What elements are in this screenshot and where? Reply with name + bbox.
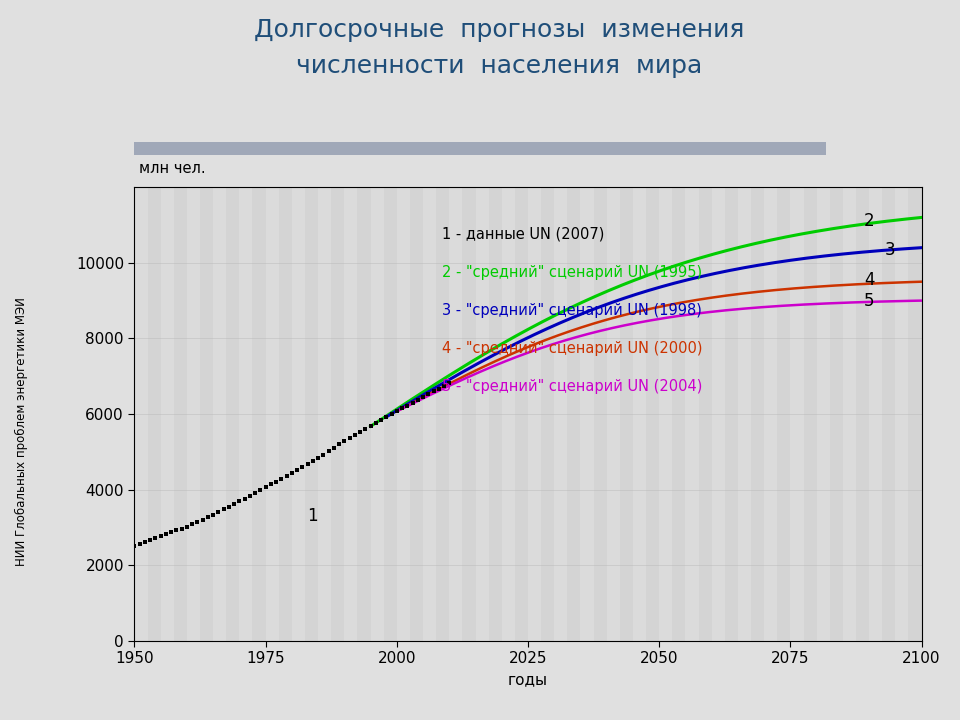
Bar [633,187,646,641]
Bar [711,187,725,641]
Bar [790,187,804,641]
Bar [345,187,357,641]
Bar [371,187,384,641]
Bar [869,187,882,641]
Bar [817,187,829,641]
Text: 4 - "средний" сценарий UN (2000): 4 - "средний" сценарий UN (2000) [442,341,702,356]
Text: НИИ Глобальных проблем энергетики МЭИ: НИИ Глобальных проблем энергетики МЭИ [14,297,28,567]
Bar [160,187,174,641]
Bar [554,187,567,641]
Bar [764,187,778,641]
Bar [213,187,227,641]
Bar [581,187,593,641]
Bar [922,187,935,641]
Text: 5: 5 [864,292,875,310]
Bar [187,187,200,641]
Text: 5 - "средний" сценарий UN (2004): 5 - "средний" сценарий UN (2004) [442,379,702,395]
Text: 1: 1 [307,507,318,525]
Text: Долгосрочные  прогнозы  изменения: Долгосрочные прогнозы изменения [254,18,744,42]
Bar [396,187,410,641]
Bar [660,187,672,641]
Text: 3: 3 [885,240,896,258]
Bar [475,187,489,641]
Text: 2: 2 [864,212,875,230]
Bar [423,187,436,641]
Bar [607,187,620,641]
Bar [134,187,148,641]
Text: 1 - данные UN (2007): 1 - данные UN (2007) [442,227,604,242]
Text: 4: 4 [864,271,875,289]
Bar [318,187,331,641]
Bar [528,187,541,641]
Text: млн чел.: млн чел. [139,161,205,176]
Bar [292,187,305,641]
Bar [896,187,908,641]
Text: 2 - "средний" сценарий UN (1995): 2 - "средний" сценарий UN (1995) [442,265,702,280]
Bar [685,187,699,641]
Bar [502,187,515,641]
Bar [266,187,278,641]
Bar [239,187,252,641]
Bar [738,187,751,641]
Bar [843,187,856,641]
Bar [449,187,463,641]
Text: численности  населения  мира: численности населения мира [296,54,703,78]
Text: 3 - "средний" сценарий UN (1998): 3 - "средний" сценарий UN (1998) [442,303,702,318]
X-axis label: годы: годы [508,672,548,687]
